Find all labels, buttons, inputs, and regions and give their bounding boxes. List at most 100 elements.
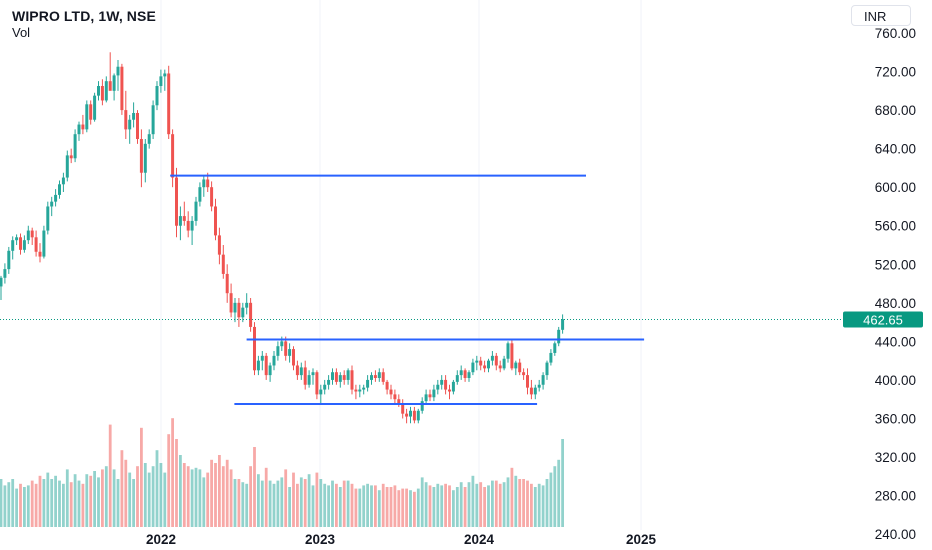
candle[interactable] <box>385 379 389 395</box>
candle[interactable] <box>237 298 241 327</box>
candle[interactable] <box>61 172 65 193</box>
candle[interactable] <box>46 201 50 235</box>
candle[interactable] <box>299 362 303 380</box>
candle[interactable] <box>557 326 561 347</box>
candle[interactable] <box>15 234 19 246</box>
candle[interactable] <box>494 352 498 371</box>
candle[interactable] <box>292 346 295 371</box>
candle[interactable] <box>518 358 522 376</box>
candle[interactable] <box>537 379 541 392</box>
candle[interactable] <box>448 384 451 400</box>
candle[interactable] <box>463 368 467 382</box>
candle[interactable] <box>139 129 143 188</box>
candle[interactable] <box>175 167 178 238</box>
candle[interactable] <box>171 129 175 188</box>
candle[interactable] <box>163 69 167 91</box>
candle[interactable] <box>377 368 381 382</box>
candle[interactable] <box>276 341 280 361</box>
candle[interactable] <box>451 379 455 395</box>
candle[interactable] <box>186 211 190 238</box>
candle[interactable] <box>147 129 151 149</box>
candle[interactable] <box>370 372 373 385</box>
candle[interactable] <box>381 368 385 385</box>
candle[interactable] <box>373 370 377 382</box>
candle[interactable] <box>0 275 3 300</box>
candle[interactable] <box>97 81 100 101</box>
candle[interactable] <box>93 92 97 122</box>
candle[interactable] <box>124 90 128 140</box>
candle[interactable] <box>108 52 112 91</box>
candle[interactable] <box>26 225 30 245</box>
candle[interactable] <box>389 384 393 400</box>
candle[interactable] <box>34 230 38 257</box>
candle[interactable] <box>178 206 182 241</box>
candle[interactable] <box>483 360 487 373</box>
candle[interactable] <box>323 379 327 395</box>
candle[interactable] <box>7 246 11 274</box>
candle[interactable] <box>487 358 490 373</box>
candle[interactable] <box>526 368 529 395</box>
candle[interactable] <box>444 375 448 395</box>
candle[interactable] <box>128 114 132 144</box>
candle[interactable] <box>327 375 331 390</box>
candle[interactable] <box>338 372 342 388</box>
candle[interactable] <box>428 389 432 402</box>
candle[interactable] <box>104 76 108 103</box>
candle[interactable] <box>545 360 549 380</box>
candle[interactable] <box>81 114 85 135</box>
candle[interactable] <box>264 352 268 380</box>
candle[interactable] <box>490 351 494 366</box>
candle[interactable] <box>249 298 253 332</box>
candle[interactable] <box>284 336 288 361</box>
candle[interactable] <box>73 129 77 163</box>
candle[interactable] <box>393 389 397 405</box>
candle[interactable] <box>479 356 483 371</box>
candle[interactable] <box>214 198 217 241</box>
candle[interactable] <box>420 397 424 414</box>
candle[interactable] <box>182 201 186 226</box>
candle[interactable] <box>221 245 225 279</box>
candle[interactable] <box>533 384 537 400</box>
candle[interactable] <box>358 384 362 398</box>
candle[interactable] <box>65 150 69 182</box>
candle[interactable] <box>19 233 22 255</box>
candle[interactable] <box>510 339 514 371</box>
candle[interactable] <box>350 365 354 395</box>
candle[interactable] <box>253 322 256 376</box>
candle[interactable] <box>288 343 292 363</box>
currency-button[interactable]: INR <box>851 5 911 26</box>
candle[interactable] <box>30 227 34 246</box>
candle[interactable] <box>77 121 81 141</box>
candle[interactable] <box>151 100 155 140</box>
candle[interactable] <box>471 358 475 376</box>
candle[interactable] <box>190 216 194 246</box>
candle[interactable] <box>241 302 245 323</box>
candle[interactable] <box>311 368 315 385</box>
candle[interactable] <box>541 372 545 390</box>
candle[interactable] <box>401 399 405 419</box>
candle[interactable] <box>210 181 214 212</box>
candle[interactable] <box>354 384 358 400</box>
candle[interactable] <box>549 349 553 366</box>
candle[interactable] <box>455 370 459 385</box>
candle[interactable] <box>362 384 366 395</box>
candle[interactable] <box>85 100 89 133</box>
candle[interactable] <box>561 314 565 334</box>
candle[interactable] <box>475 355 479 371</box>
candle[interactable] <box>346 368 350 385</box>
candle[interactable] <box>143 139 147 183</box>
candle[interactable] <box>416 408 420 424</box>
candle[interactable] <box>50 196 54 217</box>
candle[interactable] <box>268 362 272 382</box>
candle[interactable] <box>514 360 518 376</box>
candle[interactable] <box>272 351 276 371</box>
candle[interactable] <box>502 355 506 371</box>
candle[interactable] <box>120 63 124 115</box>
candle[interactable] <box>303 360 307 390</box>
candle[interactable] <box>319 384 323 405</box>
candle[interactable] <box>217 227 221 265</box>
candle[interactable] <box>440 375 444 390</box>
candle[interactable] <box>295 360 299 380</box>
candle[interactable] <box>498 360 502 373</box>
